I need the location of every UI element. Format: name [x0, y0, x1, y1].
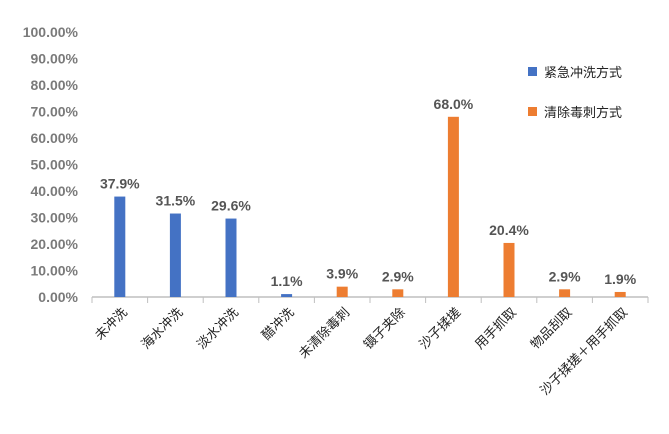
- legend-swatch: [528, 67, 537, 76]
- data-label: 20.4%: [489, 222, 529, 238]
- data-label: 3.9%: [326, 266, 358, 282]
- data-label: 29.6%: [211, 198, 251, 214]
- y-tick-label: 50.00%: [31, 157, 79, 173]
- bar: [447, 116, 459, 297]
- bar: [281, 294, 293, 297]
- legend-label: 紧急冲洗方式: [544, 65, 622, 81]
- y-tick-label: 70.00%: [31, 104, 79, 120]
- bar: [392, 289, 404, 297]
- y-tick-label: 10.00%: [31, 263, 79, 279]
- bar: [169, 213, 181, 297]
- y-tick-label: 100.00%: [23, 24, 79, 40]
- bar: [336, 286, 348, 297]
- bar: [559, 289, 571, 297]
- x-tick-label: 用手抓取: [472, 305, 519, 352]
- bar: [114, 196, 126, 297]
- y-tick-label: 80.00%: [31, 77, 79, 93]
- legend-swatch: [528, 107, 537, 116]
- bar: [225, 218, 237, 297]
- data-label: 1.1%: [271, 273, 303, 289]
- data-label: 68.0%: [434, 96, 474, 112]
- x-tick-label: 醋冲洗: [259, 305, 298, 344]
- data-label: 1.9%: [604, 271, 636, 287]
- y-tick-label: 30.00%: [31, 210, 79, 226]
- x-tick-label: 沙子揉搓: [416, 305, 464, 353]
- data-label: 31.5%: [156, 193, 196, 209]
- y-tick-label: 20.00%: [31, 236, 79, 252]
- x-tick-label: 未冲洗: [92, 305, 130, 343]
- y-tick-label: 60.00%: [31, 130, 79, 146]
- data-label: 2.9%: [549, 268, 581, 284]
- legend-label: 清除毒刺方式: [544, 105, 622, 121]
- x-tick-label: 未清除毒刺: [296, 305, 353, 362]
- bar: [503, 242, 515, 297]
- x-tick-label: 淡水冲洗: [194, 305, 241, 352]
- y-tick-label: 90.00%: [31, 51, 79, 67]
- bar: [614, 291, 626, 297]
- y-tick-label: 40.00%: [31, 183, 79, 199]
- data-label: 37.9%: [100, 176, 140, 192]
- x-tick-label: 海水冲洗: [139, 305, 186, 352]
- y-tick-label: 0.00%: [38, 289, 78, 305]
- x-tick-label: 物品刮取: [528, 305, 575, 352]
- data-label: 2.9%: [382, 268, 414, 284]
- x-tick-label: 镊子夹除: [361, 305, 408, 352]
